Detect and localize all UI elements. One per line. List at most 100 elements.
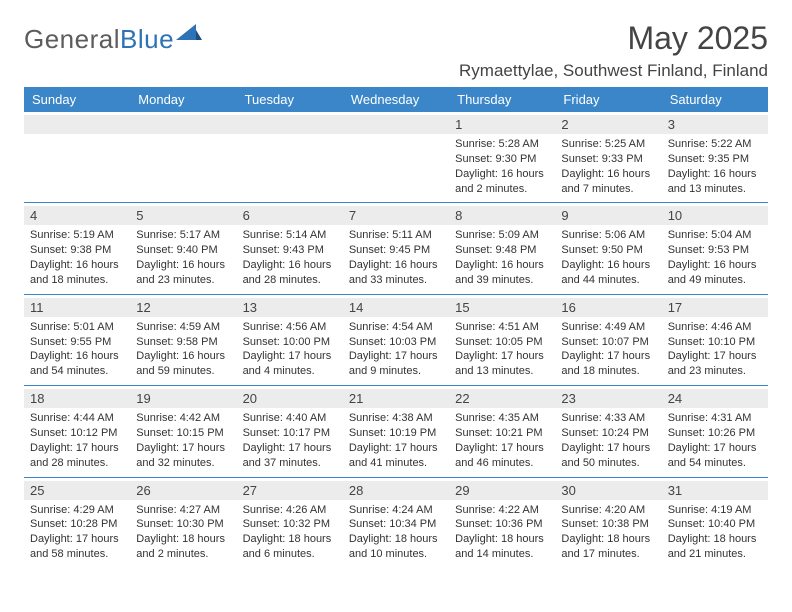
day-detail: Sunrise: 5:25 AM Sunset: 9:33 PM Dayligh…	[561, 137, 655, 196]
day-cell: 18 Sunrise: 4:44 AM Sunset: 10:12 PM Dayl…	[24, 386, 130, 476]
day-detail: Sunrise: 4:56 AM Sunset: 10:00 PM Daylig…	[243, 320, 337, 379]
day-number-bar: 27	[237, 481, 343, 500]
day-number: 29	[455, 483, 549, 498]
day-number-bar: 15	[449, 298, 555, 317]
day-cell: 8 Sunrise: 5:09 AM Sunset: 9:48 PM Daylig…	[449, 203, 555, 293]
day-number-bar: 22	[449, 389, 555, 408]
day-number-bar: 24	[662, 389, 768, 408]
day-number: 14	[349, 300, 443, 315]
day-detail: Sunrise: 5:19 AM Sunset: 9:38 PM Dayligh…	[30, 228, 124, 287]
day-number: 3	[668, 117, 762, 132]
day-cell: 10Sunrise: 5:04 AM Sunset: 9:53 PM Dayli…	[662, 203, 768, 293]
day-detail: Sunrise: 4:35 AM Sunset: 10:21 PM Daylig…	[455, 411, 549, 470]
day-number-bar: 8	[449, 206, 555, 225]
day-number: 4	[30, 208, 124, 223]
day-number-bar: 9	[555, 206, 661, 225]
day-detail: Sunrise: 4:19 AM Sunset: 10:40 PM Daylig…	[668, 503, 762, 562]
day-number-bar: 29	[449, 481, 555, 500]
day-detail: Sunrise: 4:27 AM Sunset: 10:30 PM Daylig…	[136, 503, 230, 562]
day-number: 18	[30, 391, 124, 406]
day-number: 15	[455, 300, 549, 315]
day-cell: 23 Sunrise: 4:33 AM Sunset: 10:24 PM Dayl…	[555, 386, 661, 476]
day-cell	[24, 112, 130, 202]
day-number-bar: 26	[130, 481, 236, 500]
day-cell: 15Sunrise: 4:51 AM Sunset: 10:05 PM Dayl…	[449, 295, 555, 385]
day-cell	[237, 112, 343, 202]
day-detail: Sunrise: 5:14 AM Sunset: 9:43 PM Dayligh…	[243, 228, 337, 287]
day-number-bar: 2	[555, 115, 661, 134]
day-number-bar: 28	[343, 481, 449, 500]
weekday-header: Wednesday	[343, 87, 449, 112]
day-detail: Sunrise: 4:44 AM Sunset: 10:12 PM Daylig…	[30, 411, 124, 470]
day-cell	[343, 112, 449, 202]
day-number-bar: 10	[662, 206, 768, 225]
day-cell: 29Sunrise: 4:22 AM Sunset: 10:36 PM Dayl…	[449, 478, 555, 568]
day-number-bar: 13	[237, 298, 343, 317]
day-number: 30	[561, 483, 655, 498]
day-number	[243, 117, 337, 132]
day-detail: Sunrise: 4:33 AM Sunset: 10:24 PM Daylig…	[561, 411, 655, 470]
day-cell: 22 Sunrise: 4:35 AM Sunset: 10:21 PM Dayl…	[449, 386, 555, 476]
weekday-header: Friday	[555, 87, 661, 112]
day-number-bar	[130, 115, 236, 134]
day-cell: 5Sunrise: 5:17 AM Sunset: 9:40 PM Daylig…	[130, 203, 236, 293]
day-number-bar: 21	[343, 389, 449, 408]
title-block: May 2025 Rymaettylae, Southwest Finland,…	[459, 18, 768, 81]
day-number-bar: 5	[130, 206, 236, 225]
day-cell: 24 Sunrise: 4:31 AM Sunset: 10:26 PM Dayl…	[662, 386, 768, 476]
day-number: 8	[455, 208, 549, 223]
day-number-bar: 7	[343, 206, 449, 225]
day-number: 5	[136, 208, 230, 223]
day-number: 12	[136, 300, 230, 315]
weekday-header: Saturday	[662, 87, 768, 112]
day-number-bar: 25	[24, 481, 130, 500]
day-number: 23	[561, 391, 655, 406]
day-detail: Sunrise: 5:22 AM Sunset: 9:35 PM Dayligh…	[668, 137, 762, 196]
day-number-bar: 12	[130, 298, 236, 317]
day-number: 31	[668, 483, 762, 498]
day-cell: 14 Sunrise: 4:54 AM Sunset: 10:03 PM Dayl…	[343, 295, 449, 385]
weekday-header: Tuesday	[237, 87, 343, 112]
day-number-bar: 31	[662, 481, 768, 500]
day-number: 2	[561, 117, 655, 132]
day-detail: Sunrise: 4:26 AM Sunset: 10:32 PM Daylig…	[243, 503, 337, 562]
header: GeneralBlue May 2025 Rymaettylae, Southw…	[24, 18, 768, 81]
day-number-bar	[24, 115, 130, 134]
day-detail: Sunrise: 4:31 AM Sunset: 10:26 PM Daylig…	[668, 411, 762, 470]
week-row: 25 Sunrise: 4:29 AM Sunset: 10:28 PM Dayl…	[24, 478, 768, 568]
day-number-bar: 6	[237, 206, 343, 225]
day-number-bar: 3	[662, 115, 768, 134]
day-cell: 17 Sunrise: 4:46 AM Sunset: 10:10 PM Dayl…	[662, 295, 768, 385]
day-detail: Sunrise: 4:38 AM Sunset: 10:19 PM Daylig…	[349, 411, 443, 470]
day-cell: 30Sunrise: 4:20 AM Sunset: 10:38 PM Dayl…	[555, 478, 661, 568]
day-detail: Sunrise: 4:29 AM Sunset: 10:28 PM Daylig…	[30, 503, 124, 562]
day-cell: 11Sunrise: 5:01 AM Sunset: 9:55 PM Dayli…	[24, 295, 130, 385]
day-number: 27	[243, 483, 337, 498]
day-number: 1	[455, 117, 549, 132]
day-cell: 2 Sunrise: 5:25 AM Sunset: 9:33 PM Daylig…	[555, 112, 661, 202]
day-detail: Sunrise: 5:09 AM Sunset: 9:48 PM Dayligh…	[455, 228, 549, 287]
weekday-header: Monday	[130, 87, 236, 112]
logo-text-b: Blue	[120, 24, 174, 54]
day-number	[136, 117, 230, 132]
day-detail: Sunrise: 4:54 AM Sunset: 10:03 PM Daylig…	[349, 320, 443, 379]
logo-text-a: General	[24, 24, 120, 54]
week-row: 18 Sunrise: 4:44 AM Sunset: 10:12 PM Dayl…	[24, 386, 768, 476]
day-number-bar	[343, 115, 449, 134]
week-row: 11Sunrise: 5:01 AM Sunset: 9:55 PM Dayli…	[24, 295, 768, 385]
day-number-bar	[237, 115, 343, 134]
day-detail: Sunrise: 4:40 AM Sunset: 10:17 PM Daylig…	[243, 411, 337, 470]
day-cell	[130, 112, 236, 202]
weekday-header: Sunday	[24, 87, 130, 112]
day-cell: 28Sunrise: 4:24 AM Sunset: 10:34 PM Dayl…	[343, 478, 449, 568]
day-number: 17	[668, 300, 762, 315]
day-cell: 13 Sunrise: 4:56 AM Sunset: 10:00 PM Dayl…	[237, 295, 343, 385]
location-subtitle: Rymaettylae, Southwest Finland, Finland	[459, 61, 768, 81]
day-number: 11	[30, 300, 124, 315]
day-detail: Sunrise: 5:28 AM Sunset: 9:30 PM Dayligh…	[455, 137, 549, 196]
day-number: 20	[243, 391, 337, 406]
day-number	[349, 117, 443, 132]
day-detail: Sunrise: 5:11 AM Sunset: 9:45 PM Dayligh…	[349, 228, 443, 287]
day-number-bar: 18	[24, 389, 130, 408]
day-detail: Sunrise: 4:46 AM Sunset: 10:10 PM Daylig…	[668, 320, 762, 379]
